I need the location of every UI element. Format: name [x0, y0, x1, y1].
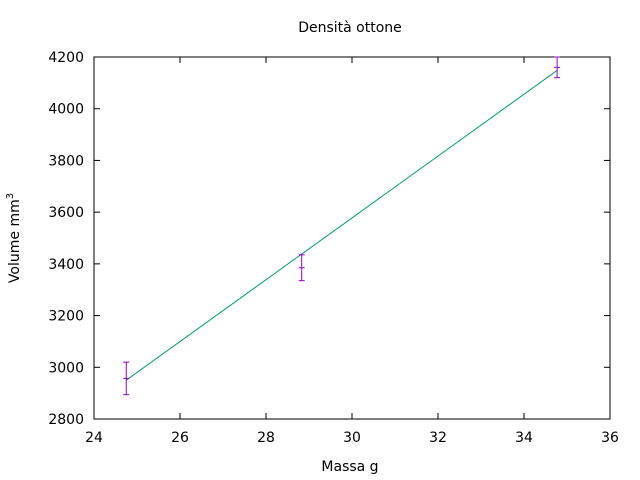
x-tick-label: 26 — [171, 430, 189, 446]
x-tick-label: 34 — [515, 430, 533, 446]
y-tick-label: 4000 — [48, 102, 84, 118]
x-tick-label: 28 — [257, 430, 275, 446]
data-point — [554, 56, 561, 79]
plot-border — [93, 56, 611, 420]
y-axis-ticks: 2800 3000 3200 3400 3600 3800 4000 4200 — [48, 50, 610, 428]
x-tick-label: 32 — [429, 430, 447, 446]
x-axis-ticks: 24 26 28 30 32 34 36 — [85, 57, 619, 446]
fit-line — [125, 70, 558, 381]
y-tick-label: 3200 — [48, 309, 84, 325]
plot-frame — [93, 56, 611, 420]
data-point — [298, 254, 305, 282]
y-axis-label-text: Volume mm — [7, 199, 23, 283]
x-tick-label: 24 — [85, 430, 103, 446]
x-tick-label: 36 — [601, 430, 619, 446]
chart-title: Densità ottone — [298, 20, 402, 36]
data-point — [123, 361, 130, 396]
y-tick-label: 4200 — [48, 50, 84, 66]
y-tick-label: 3400 — [48, 257, 84, 273]
y-tick-label: 3800 — [48, 153, 84, 169]
x-axis-label: Massa g — [321, 459, 378, 475]
y-tick-label: 3600 — [48, 205, 84, 221]
fit-line-layer — [125, 70, 558, 381]
data-points-layer — [123, 56, 561, 396]
x-tick-label: 30 — [343, 430, 361, 446]
y-axis-label-superscript: 3 — [5, 193, 16, 199]
y-axis-label: Volume mm3 — [5, 193, 23, 283]
y-tick-label: 2800 — [48, 412, 84, 428]
y-tick-label: 3000 — [48, 360, 84, 376]
